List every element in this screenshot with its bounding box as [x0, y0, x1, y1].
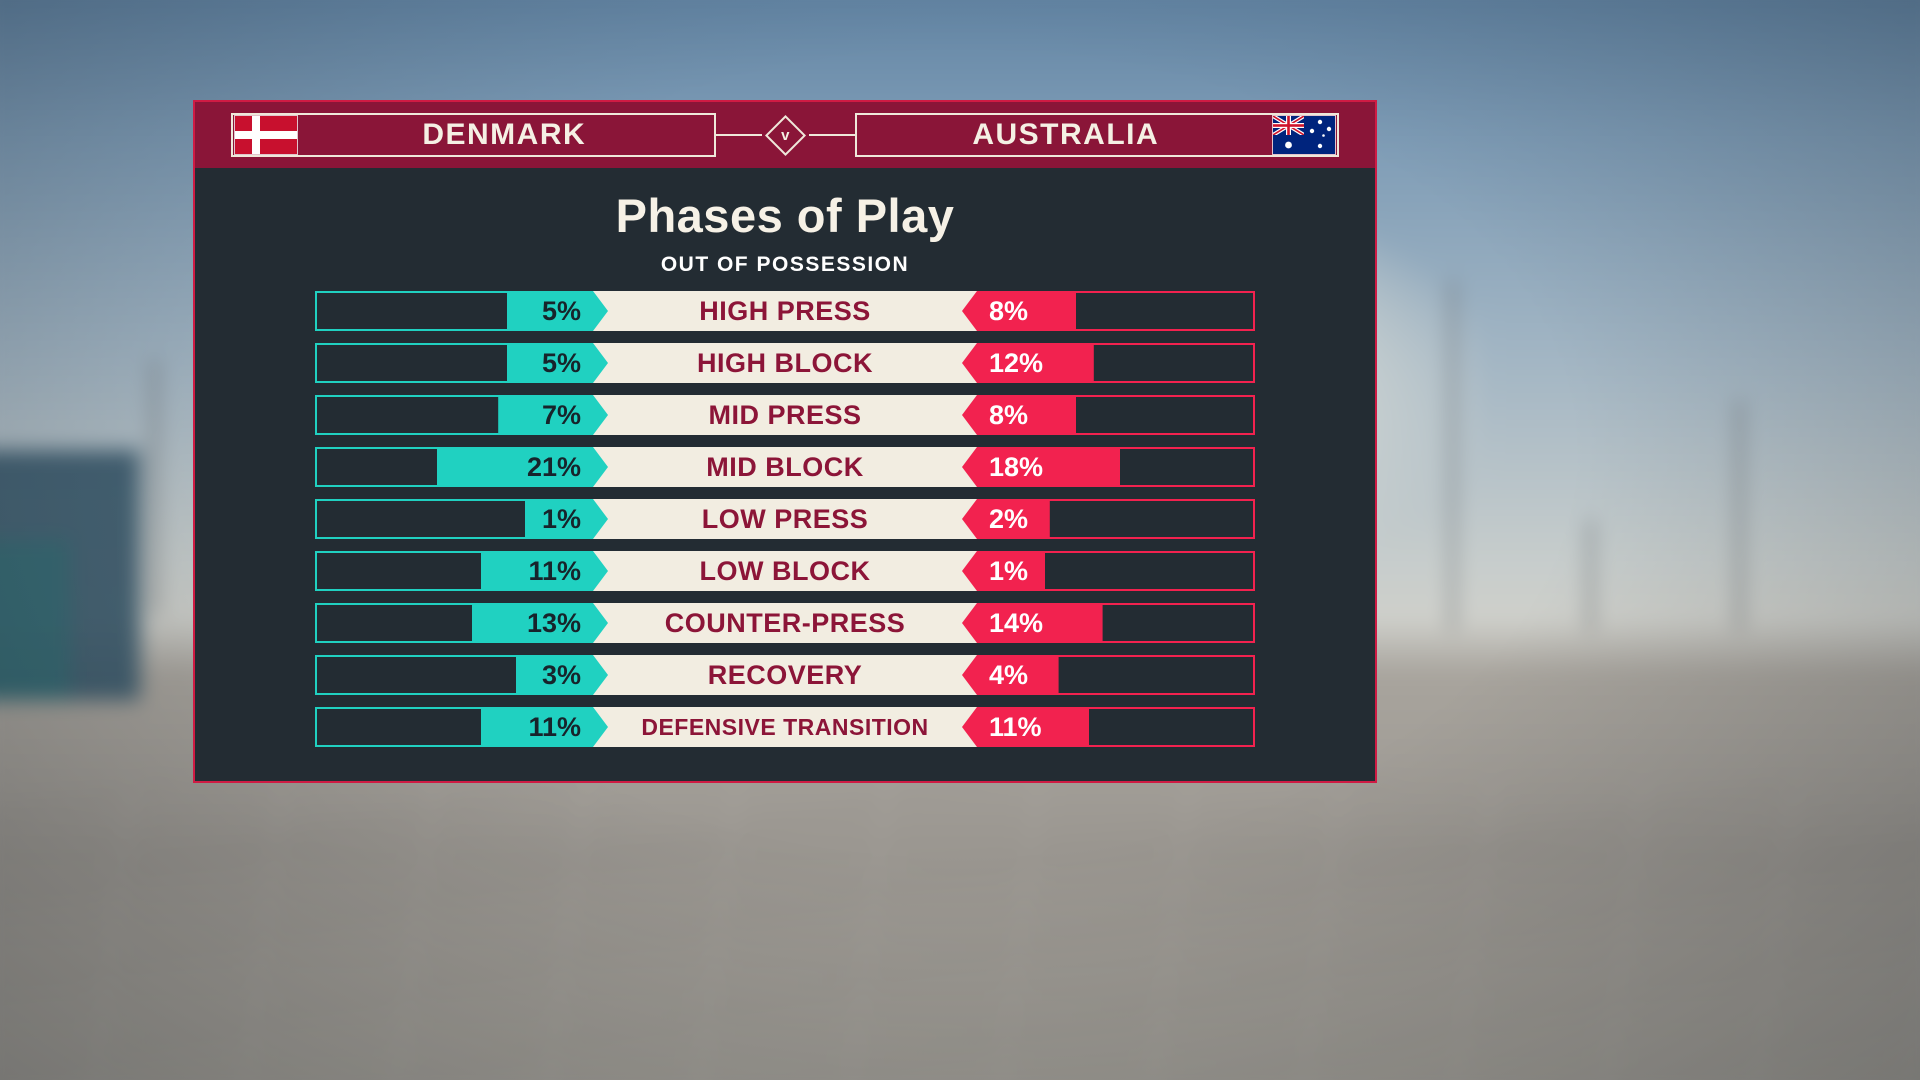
australia-bar-fill: 2%: [962, 499, 1050, 539]
stat-row: 1% LOW PRESS 2%: [315, 499, 1255, 539]
plaza-paving: [0, 780, 1920, 1080]
australia-value: 14%: [989, 607, 1044, 638]
denmark-bar: 5%: [315, 343, 593, 383]
home-team-name: DENMARK: [422, 118, 587, 151]
stat-row: 11% DEFENSIVE TRANSITION 11%: [315, 707, 1255, 747]
versus-label: v: [780, 126, 790, 144]
phase-label: MID PRESS: [593, 395, 977, 435]
australia-value: 12%: [989, 347, 1044, 378]
denmark-flag-icon: [235, 116, 297, 154]
denmark-value: 21%: [526, 451, 581, 482]
phase-label: LOW BLOCK: [593, 551, 977, 591]
home-team-box: DENMARK: [231, 113, 716, 157]
light-pole: [1588, 520, 1593, 630]
australia-value: 8%: [989, 399, 1029, 430]
australia-value: 1%: [989, 555, 1029, 586]
australia-bar-fill: 11%: [962, 707, 1090, 747]
phase-label: COUNTER-PRESS: [593, 603, 977, 643]
phase-label: DEFENSIVE TRANSITION: [593, 707, 977, 747]
denmark-value: 7%: [541, 399, 581, 430]
away-team-box: AUSTRALIA: [854, 113, 1339, 157]
australia-bar-fill: 12%: [962, 343, 1094, 383]
australia-bar-fill: 4%: [962, 655, 1059, 695]
light-pole: [1450, 280, 1455, 630]
denmark-bar-fill: 3%: [516, 655, 608, 695]
stat-rows: 5% HIGH PRESS 8% 5% HIGH BLOCK 12% 7% MID PRESS…: [315, 291, 1255, 747]
section-subtitle: OUT OF POSSESSION: [660, 253, 910, 276]
australia-bar: 12%: [962, 343, 1255, 383]
stat-row: 3% RECOVERY 4%: [315, 655, 1255, 695]
versus-badge: v: [764, 114, 806, 156]
australia-value: 4%: [989, 659, 1029, 690]
denmark-bar: 7%: [315, 395, 593, 435]
denmark-bar-fill: 11%: [481, 551, 608, 591]
australia-bar-fill: 14%: [962, 603, 1103, 643]
header-connector-line: [808, 134, 855, 136]
phase-label: HIGH PRESS: [593, 291, 977, 331]
australia-bar-fill: 1%: [962, 551, 1046, 591]
stat-row: 5% HIGH PRESS 8%: [315, 291, 1255, 331]
australia-bar: 4%: [962, 655, 1255, 695]
denmark-bar-fill: 5%: [507, 343, 608, 383]
australia-bar: 2%: [962, 499, 1255, 539]
denmark-bar: 5%: [315, 291, 593, 331]
denmark-bar-fill: 13%: [472, 603, 608, 643]
denmark-bar: 11%: [315, 707, 593, 747]
scoreboard-header: DENMARK v AUSTRALIA: [195, 102, 1375, 168]
denmark-bar: 3%: [315, 655, 593, 695]
stat-row: 11% LOW BLOCK 1%: [315, 551, 1255, 591]
header-connector-line: [715, 134, 762, 136]
denmark-bar-fill: 5%: [507, 291, 608, 331]
australia-bar: 8%: [962, 291, 1255, 331]
denmark-value: 3%: [541, 659, 581, 690]
denmark-bar-fill: 1%: [525, 499, 608, 539]
denmark-value: 5%: [541, 295, 581, 326]
denmark-bar-fill: 21%: [437, 447, 608, 487]
australia-flag-icon: [1273, 116, 1335, 154]
away-team-name: AUSTRALIA: [972, 118, 1160, 151]
australia-bar: 11%: [962, 707, 1255, 747]
australia-bar: 14%: [962, 603, 1255, 643]
australia-bar: 18%: [962, 447, 1255, 487]
denmark-bar: 1%: [315, 499, 593, 539]
phases-of-play-card: DENMARK v AUSTRALIA: [193, 100, 1377, 783]
building-glass: [0, 540, 70, 700]
denmark-value: 13%: [526, 607, 581, 638]
phase-label: MID BLOCK: [593, 447, 977, 487]
australia-bar: 8%: [962, 395, 1255, 435]
australia-bar-fill: 18%: [962, 447, 1121, 487]
card-body: Phases of Play OUT OF POSSESSION 5% HIGH …: [195, 168, 1375, 781]
light-pole: [1737, 400, 1742, 630]
phase-label: LOW PRESS: [593, 499, 977, 539]
australia-value: 11%: [989, 711, 1042, 742]
australia-value: 8%: [989, 295, 1029, 326]
australia-bar: 1%: [962, 551, 1255, 591]
denmark-bar: 11%: [315, 551, 593, 591]
australia-bar-fill: 8%: [962, 395, 1077, 435]
stat-row: 21% MID BLOCK 18%: [315, 447, 1255, 487]
denmark-value: 11%: [528, 711, 581, 742]
stat-row: 7% MID PRESS 8%: [315, 395, 1255, 435]
denmark-value: 5%: [541, 347, 581, 378]
light-pole: [152, 360, 157, 615]
denmark-bar: 13%: [315, 603, 593, 643]
page-title: Phases of Play: [615, 189, 955, 242]
denmark-value: 1%: [541, 503, 581, 534]
stat-row: 13% COUNTER-PRESS 14%: [315, 603, 1255, 643]
australia-value: 18%: [989, 451, 1044, 482]
stat-row: 5% HIGH BLOCK 12%: [315, 343, 1255, 383]
denmark-bar-fill: 7%: [498, 395, 608, 435]
denmark-bar-fill: 11%: [481, 707, 608, 747]
australia-value: 2%: [989, 503, 1029, 534]
denmark-value: 11%: [528, 555, 581, 586]
denmark-bar: 21%: [315, 447, 593, 487]
australia-bar-fill: 8%: [962, 291, 1077, 331]
phase-label: HIGH BLOCK: [593, 343, 977, 383]
phase-label: RECOVERY: [593, 655, 977, 695]
